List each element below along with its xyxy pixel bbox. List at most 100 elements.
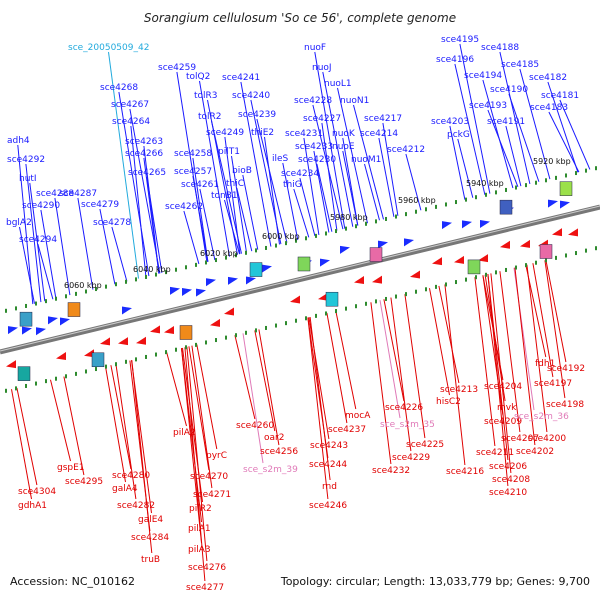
gene-label-sce4284[interactable]: sce4284: [131, 533, 169, 543]
gene-label-nuok[interactable]: nuoK: [332, 129, 356, 139]
gene-label-pyrc[interactable]: pyrC: [206, 451, 227, 461]
gene-label-huti[interactable]: hutI: [19, 174, 37, 184]
gene-label-sce4229[interactable]: sce4229: [392, 453, 430, 463]
gene-label-sce4258[interactable]: sce4258: [174, 149, 212, 159]
gene-label-sce4265[interactable]: sce4265: [128, 168, 166, 178]
gene-label-sce4276[interactable]: sce4276: [188, 563, 226, 573]
gene-label-sce4280[interactable]: sce4280: [112, 471, 150, 481]
gene-label-sce4204[interactable]: sce4204: [484, 382, 522, 392]
gene-label-sce4192[interactable]: sce4192: [547, 364, 585, 374]
gene-label-sce4295[interactable]: sce4295: [65, 477, 103, 487]
gene-label-gale4[interactable]: galE4: [138, 515, 163, 525]
gene-label-sce4183[interactable]: sce4183: [530, 103, 568, 113]
gene-label-nuof[interactable]: nuoF: [304, 43, 326, 53]
gene-label-sce4267[interactable]: sce4267: [111, 100, 149, 110]
gene-label-sce4200[interactable]: sce4200: [528, 434, 566, 444]
gene-label-bgla2[interactable]: bglA2: [6, 218, 32, 228]
gene-label-sce4198[interactable]: sce4198: [546, 400, 584, 410]
gene-label-sce-s2m-36[interactable]: sce_s2m_36: [514, 412, 569, 422]
gene-label-sce4249[interactable]: sce4249: [206, 128, 244, 138]
gene-label-sce4261[interactable]: sce4261: [181, 180, 219, 190]
gene-label-fdh1[interactable]: fdh1: [535, 359, 555, 369]
gene-label-sce4231[interactable]: sce4231: [285, 129, 323, 139]
gene-label-sce4206[interactable]: sce4206: [489, 462, 527, 472]
gene-label-sce4240[interactable]: sce4240: [232, 91, 270, 101]
gene-label-gdha1[interactable]: gdhA1: [18, 501, 47, 511]
gene-label-pilr2[interactable]: pilR2: [189, 504, 212, 514]
gene-label-sce4209[interactable]: sce4209: [484, 417, 522, 427]
gene-label-sce4211[interactable]: sce4211: [476, 448, 514, 458]
gene-label-rnd[interactable]: rnd: [322, 482, 337, 492]
gene-label-sce4203[interactable]: sce4203: [431, 117, 469, 127]
gene-label-sce4232[interactable]: sce4232: [372, 466, 410, 476]
gene-label-hisc2[interactable]: hisC2: [436, 397, 461, 407]
gene-label-thic[interactable]: thiC: [226, 179, 244, 189]
gene-label-sce4264[interactable]: sce4264: [112, 117, 150, 127]
gene-label-sce4292[interactable]: sce4292: [7, 155, 45, 165]
gene-label-sce4207[interactable]: sce4207: [501, 434, 539, 444]
gene-label-sce4188[interactable]: sce4188: [481, 43, 519, 53]
gene-label-sce4233[interactable]: sce4233: [295, 142, 333, 152]
gene-label-sce-s2m-35[interactable]: sce_s2m_35: [380, 420, 435, 430]
gene-label-sce4230[interactable]: sce4230: [298, 155, 336, 165]
gene-label-sce4271[interactable]: sce4271: [193, 490, 231, 500]
gene-label-sce4216[interactable]: sce4216: [446, 467, 484, 477]
gene-label-sce4243[interactable]: sce4243: [310, 441, 348, 451]
gene-label-nuon1[interactable]: nuoN1: [340, 96, 369, 106]
gene-label-sce4210[interactable]: sce4210: [489, 488, 527, 498]
gene-label-sce4190[interactable]: sce4190: [490, 85, 528, 95]
gene-label-sce4202[interactable]: sce4202: [516, 447, 554, 457]
gene-label-sce4270[interactable]: sce4270: [190, 472, 228, 482]
gene-label-pckg[interactable]: pckG: [447, 130, 470, 140]
gene-label-pilt1[interactable]: pilT1: [218, 147, 240, 157]
gene-label-sce4197[interactable]: sce4197: [534, 379, 572, 389]
gene-label-pila1[interactable]: pilA1: [188, 524, 211, 534]
gene-label-sce4181[interactable]: sce4181: [541, 91, 579, 101]
gene-label-sce4266[interactable]: sce4266: [125, 149, 163, 159]
gene-label-tolr2[interactable]: tolR2: [198, 112, 222, 122]
gene-label-adh4[interactable]: adh4: [7, 136, 30, 146]
gene-label-sce4256[interactable]: sce4256: [260, 447, 298, 457]
gene-label-sce4191[interactable]: sce4191: [487, 117, 525, 127]
gene-label-thie2[interactable]: thiE2: [251, 128, 274, 138]
gene-label-sce4279[interactable]: sce4279: [81, 200, 119, 210]
gene-label-thig[interactable]: thiG: [283, 180, 302, 190]
gene-label-gala4[interactable]: galA4: [112, 484, 138, 494]
gene-label-tolr3[interactable]: tolR3: [194, 91, 218, 101]
gene-label-sce4277[interactable]: sce4277: [186, 583, 224, 593]
gene-label-sce-s2m-39[interactable]: sce_s2m_39: [243, 465, 298, 475]
gene-label-sce4237[interactable]: sce4237: [328, 425, 366, 435]
gene-label-sce4226[interactable]: sce4226: [385, 403, 423, 413]
gene-label-sce4182[interactable]: sce4182: [529, 73, 567, 83]
gene-label-oar2[interactable]: oar2: [264, 433, 284, 443]
gene-label-sce4194[interactable]: sce4194: [464, 71, 502, 81]
gene-label-sce4268[interactable]: sce4268: [100, 83, 138, 93]
gene-label-sce4217[interactable]: sce4217: [364, 114, 402, 124]
gene-label-sce4239[interactable]: sce4239: [238, 110, 276, 120]
gene-label-nuom1[interactable]: nuoM1: [351, 155, 381, 165]
gene-label-sce4196[interactable]: sce4196: [436, 55, 474, 65]
gene-label-mvk[interactable]: mvk: [497, 403, 517, 413]
gene-label-sce4234[interactable]: sce4234: [281, 169, 319, 179]
gene-label-sce4259[interactable]: sce4259: [158, 63, 196, 73]
gene-label-sce4278[interactable]: sce4278: [93, 218, 131, 228]
gene-label-sce4294[interactable]: sce4294: [19, 235, 57, 245]
gene-label-nuoe[interactable]: nuoE: [332, 142, 355, 152]
gene-label-tonb1[interactable]: tonB1: [211, 191, 238, 201]
gene-label-sce4263[interactable]: sce4263: [125, 137, 163, 147]
gene-label-sce4246[interactable]: sce4246: [309, 501, 347, 511]
gene-label-sce4195[interactable]: sce4195: [441, 35, 479, 45]
gene-label-nuoj[interactable]: nuoJ: [312, 63, 332, 73]
gene-label-sce4213[interactable]: sce4213: [440, 385, 478, 395]
gene-label-gspe1[interactable]: gspE1: [57, 463, 85, 473]
gene-label-sce4212[interactable]: sce4212: [387, 145, 425, 155]
gene-label-sce4262[interactable]: sce4262: [165, 202, 203, 212]
gene-label-biob[interactable]: bioB: [232, 166, 252, 176]
gene-label-sce4260[interactable]: sce4260: [236, 421, 274, 431]
gene-label-pila3[interactable]: pilA3: [188, 545, 211, 555]
gene-label-tolq2[interactable]: tolQ2: [186, 72, 210, 82]
gene-label-sce4227[interactable]: sce4227: [303, 114, 341, 124]
gene-label-sce4282[interactable]: sce4282: [117, 501, 155, 511]
gene-label-sce4304[interactable]: sce4304: [18, 487, 56, 497]
gene-label-sce4228[interactable]: sce4228: [294, 96, 332, 106]
